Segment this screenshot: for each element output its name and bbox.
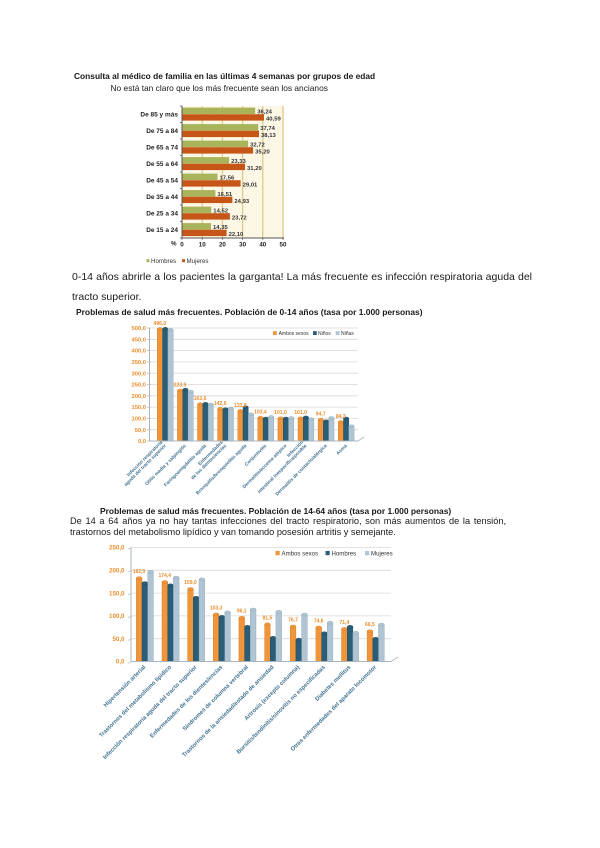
svg-text:29,01: 29,01: [243, 182, 258, 188]
svg-text:24,93: 24,93: [234, 199, 249, 205]
svg-text:17,56: 17,56: [220, 176, 235, 182]
svg-text:250,0: 250,0: [109, 545, 125, 552]
svg-text:aguda del tracto superior: aguda del tracto superior: [123, 443, 168, 488]
svg-text:De 25 a 34: De 25 a 34: [146, 211, 178, 218]
svg-text:400,0: 400,0: [131, 349, 146, 355]
svg-text:250,0: 250,0: [131, 383, 146, 389]
svg-text:182,9: 182,9: [133, 569, 146, 575]
svg-text:De 85 y más: De 85 y más: [140, 112, 178, 119]
svg-text:De 55 a 64: De 55 a 64: [146, 161, 178, 168]
svg-text:14,52: 14,52: [213, 209, 228, 215]
svg-text:32,72: 32,72: [250, 143, 265, 149]
svg-text:Mujeres: Mujeres: [371, 550, 393, 557]
svg-text:Ambos sexos: Ambos sexos: [279, 331, 310, 337]
svg-text:450,0: 450,0: [131, 337, 146, 343]
svg-text:103,4: 103,4: [254, 410, 267, 416]
svg-text:0,0: 0,0: [138, 439, 146, 445]
svg-text:96,1: 96,1: [237, 609, 247, 615]
svg-text:50: 50: [280, 242, 287, 249]
svg-text:50,0: 50,0: [112, 636, 125, 643]
svg-text:200,0: 200,0: [109, 568, 125, 575]
svg-text:81,5: 81,5: [263, 615, 273, 621]
svg-text:Bursitis/tendinitis/sinovitis: Bursitis/tendinitis/sinovitis no especif…: [236, 665, 327, 756]
svg-text:Trastornos de la ansiedad/esta: Trastornos de la ansiedad/estado de ansi…: [182, 664, 276, 758]
svg-text:50,0: 50,0: [135, 428, 146, 434]
svg-text:Infección respiratoria aguda d: Infección respiratoria aguda del tracto …: [102, 664, 199, 761]
svg-text:163,6: 163,6: [194, 396, 207, 402]
svg-text:38,13: 38,13: [261, 133, 276, 139]
svg-text:74,6: 74,6: [314, 619, 324, 625]
svg-text:0: 0: [180, 242, 184, 249]
svg-text:200,0: 200,0: [131, 394, 146, 400]
svg-text:36,24: 36,24: [257, 110, 272, 116]
svg-text:76,7: 76,7: [288, 618, 298, 624]
svg-text:De 35 a 44: De 35 a 44: [146, 194, 178, 201]
svg-text:De 45 a 54: De 45 a 54: [146, 178, 178, 185]
svg-text:223,9: 223,9: [174, 382, 187, 388]
svg-text:Niñas: Niñas: [341, 331, 354, 337]
svg-text:40: 40: [259, 242, 266, 249]
svg-text:22,10: 22,10: [229, 232, 244, 238]
svg-text:159,0: 159,0: [184, 580, 197, 586]
svg-text:71,4: 71,4: [339, 620, 349, 626]
svg-text:94,7: 94,7: [316, 412, 326, 418]
svg-text:103,3: 103,3: [210, 605, 223, 611]
svg-text:500,0: 500,0: [131, 326, 146, 332]
svg-text:0,0: 0,0: [116, 659, 125, 666]
svg-text:23,72: 23,72: [232, 215, 247, 221]
svg-text:%: %: [171, 241, 177, 248]
svg-text:40,59: 40,59: [266, 116, 281, 122]
svg-text:101,0: 101,0: [294, 410, 307, 416]
svg-text:35,20: 35,20: [255, 149, 270, 155]
svg-text:133,8: 133,8: [234, 403, 247, 409]
svg-text:Hombres: Hombres: [151, 258, 176, 265]
svg-text:174,4: 174,4: [159, 573, 172, 579]
svg-text:66,5: 66,5: [365, 622, 375, 628]
svg-text:De 15 a 24: De 15 a 24: [146, 227, 178, 234]
svg-text:Asma: Asma: [335, 443, 349, 457]
svg-text:de los dientes/encías: de los dientes/encías: [190, 443, 228, 481]
svg-text:Hombres: Hombres: [332, 550, 357, 557]
svg-text:De 75 a 84: De 75 a 84: [146, 128, 178, 135]
svg-text:De 65 a 74: De 65 a 74: [146, 145, 178, 152]
svg-text:Mujeres: Mujeres: [187, 258, 209, 265]
svg-text:Ambos sexos: Ambos sexos: [282, 550, 319, 557]
svg-text:Hipertensión arterial: Hipertensión arterial: [103, 664, 147, 708]
svg-text:101,0: 101,0: [274, 410, 287, 416]
svg-text:Niños: Niños: [318, 331, 331, 337]
svg-text:16,51: 16,51: [217, 192, 232, 198]
svg-text:10: 10: [199, 242, 206, 249]
svg-text:30: 30: [239, 242, 246, 249]
svg-text:14,35: 14,35: [213, 225, 228, 231]
svg-text:23,33: 23,33: [231, 159, 246, 165]
svg-text:300,0: 300,0: [131, 371, 146, 377]
svg-text:100,0: 100,0: [131, 417, 146, 423]
svg-text:350,0: 350,0: [131, 360, 146, 366]
svg-text:150,0: 150,0: [109, 590, 125, 597]
svg-text:100,0: 100,0: [109, 613, 125, 620]
svg-text:31,20: 31,20: [247, 166, 262, 172]
svg-text:84,3: 84,3: [336, 414, 346, 420]
svg-text:142,6: 142,6: [214, 401, 227, 407]
svg-text:20: 20: [219, 242, 226, 249]
svg-text:150,0: 150,0: [131, 405, 146, 411]
svg-text:37,74: 37,74: [260, 126, 275, 132]
svg-text:496,0: 496,0: [154, 321, 167, 327]
